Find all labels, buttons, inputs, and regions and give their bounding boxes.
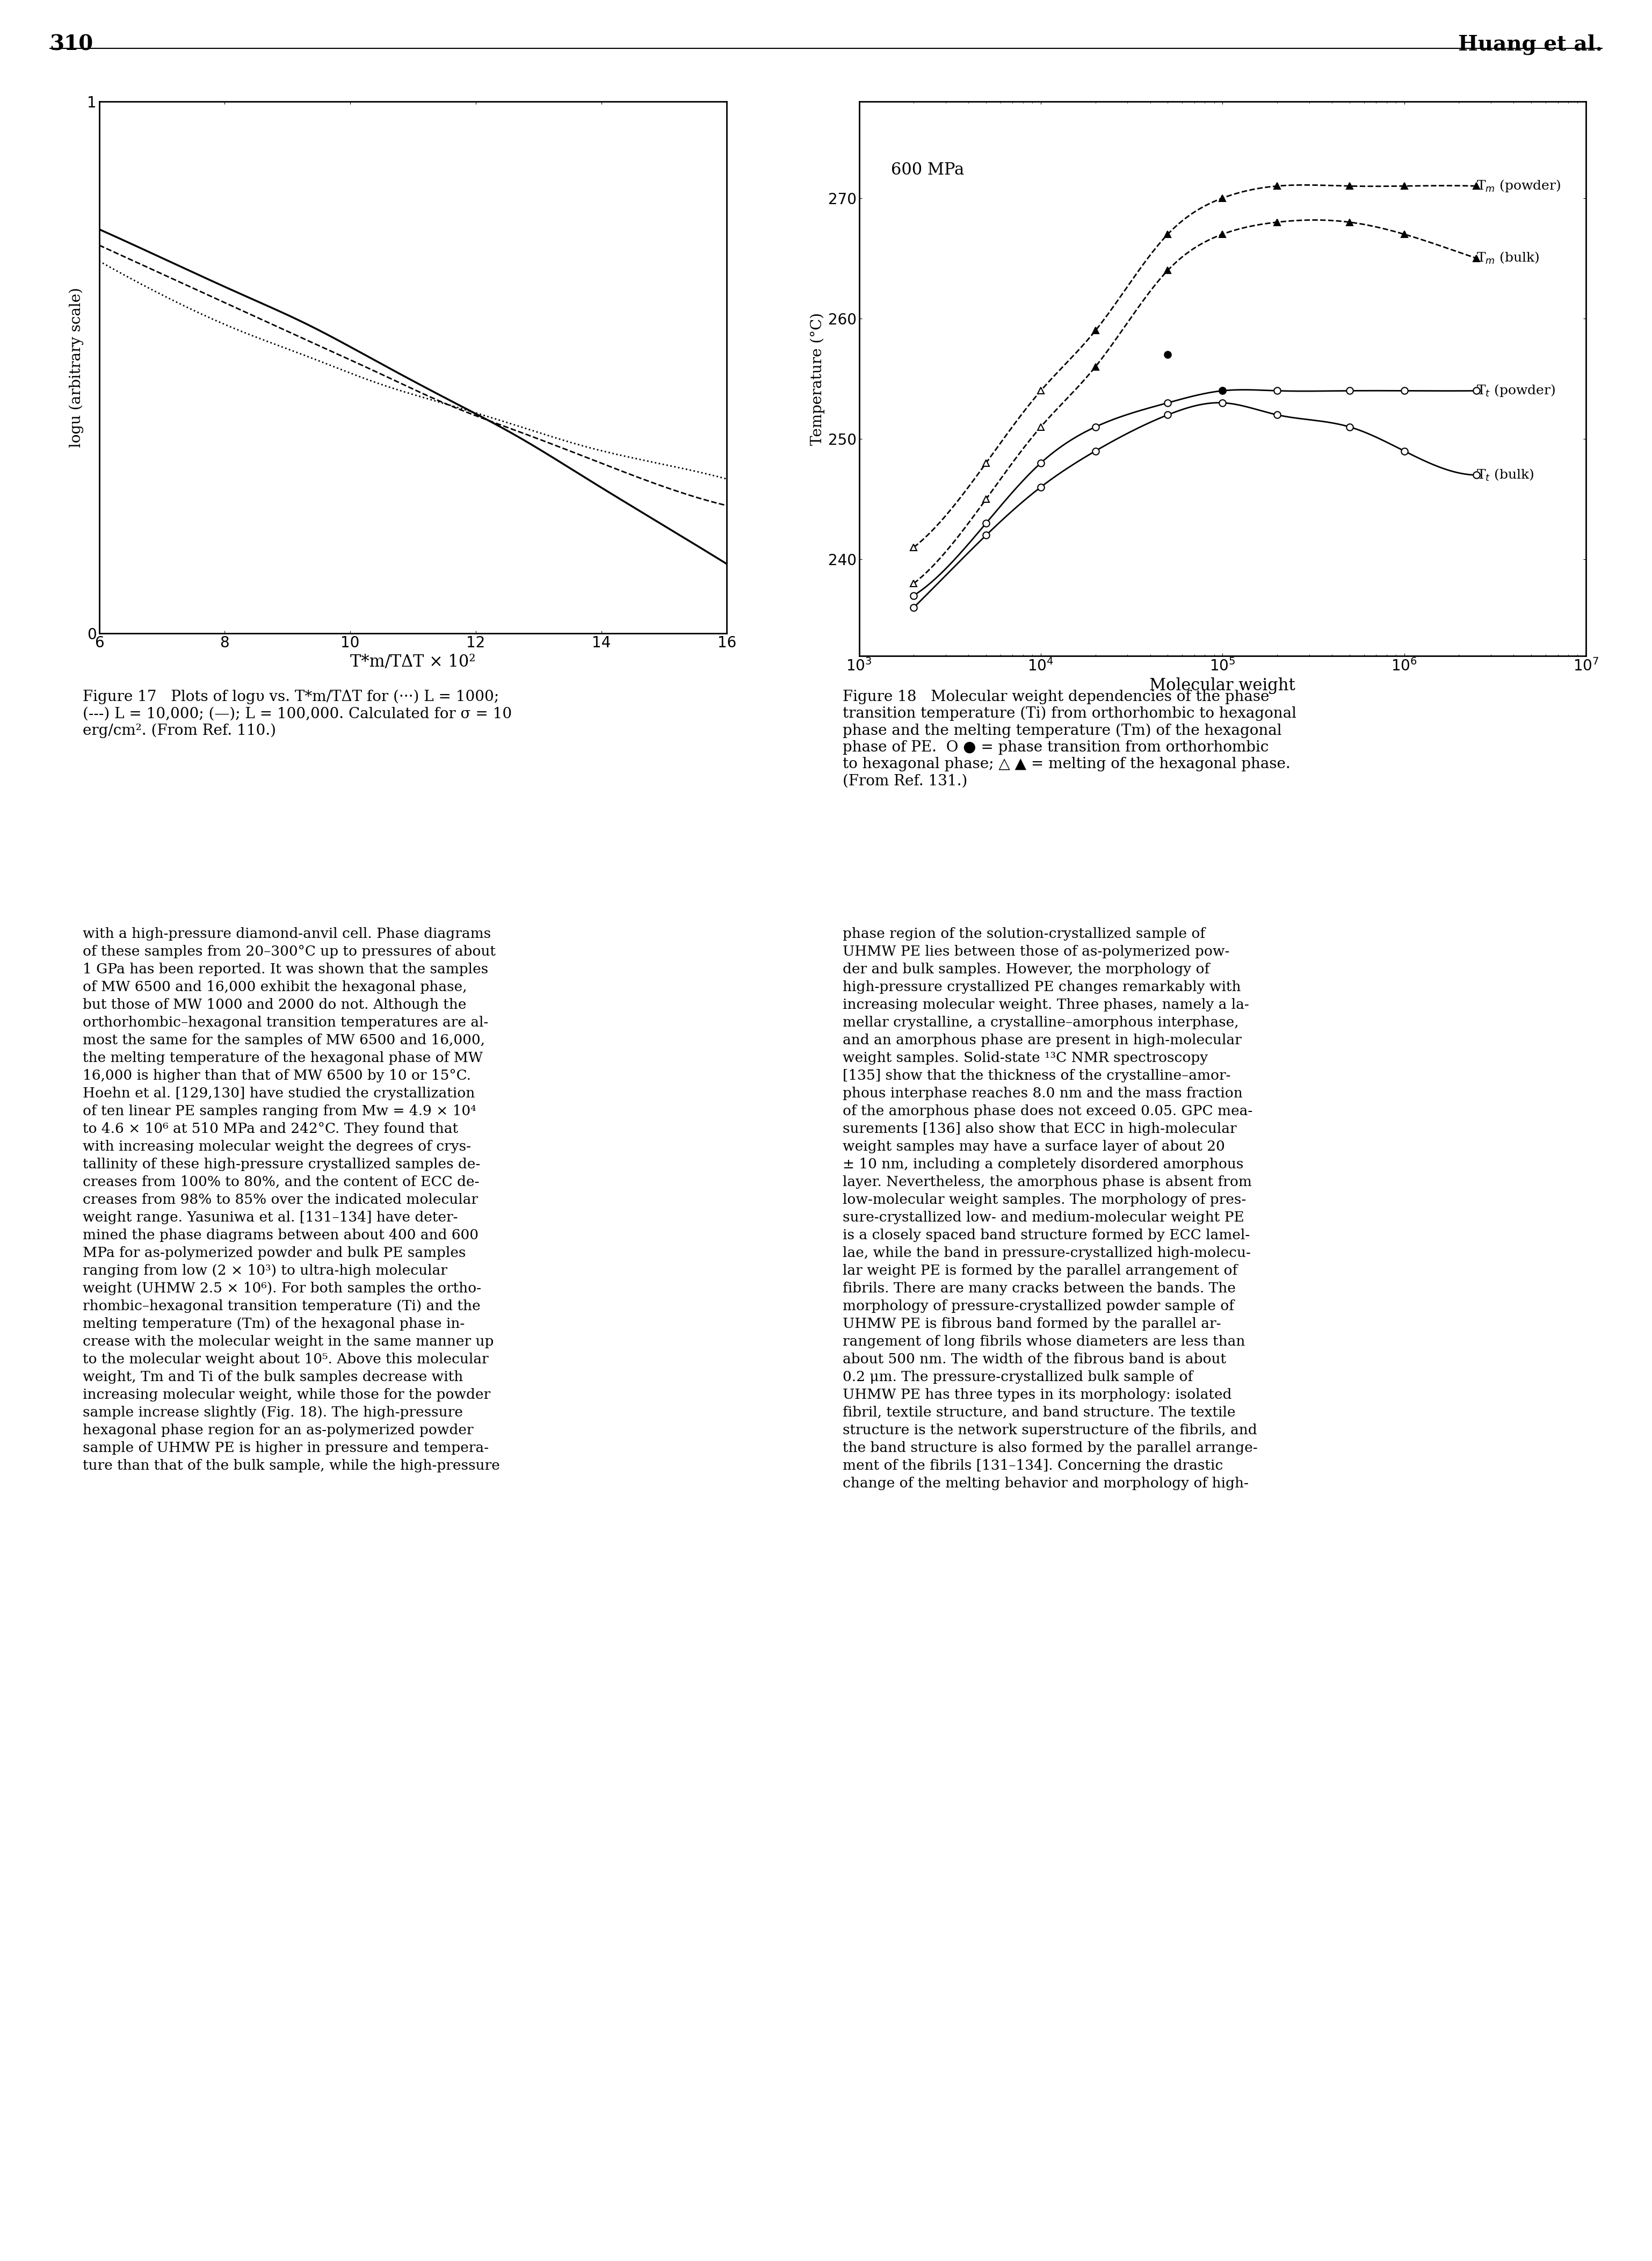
Text: 600 MPa: 600 MPa xyxy=(890,163,965,179)
Y-axis label: logu (arbitrary scale): logu (arbitrary scale) xyxy=(69,287,84,448)
Text: Figure 17   Plots of logυ vs. T*m/TΔT for (···) L = 1000;
(---) L = 10,000; (—);: Figure 17 Plots of logυ vs. T*m/TΔT for … xyxy=(83,690,512,737)
Text: T$_t$ (bulk): T$_t$ (bulk) xyxy=(1477,468,1535,482)
X-axis label: Molecular weight: Molecular weight xyxy=(1150,678,1295,694)
Y-axis label: Temperature (°C): Temperature (°C) xyxy=(809,312,824,445)
Text: T$_m$ (powder): T$_m$ (powder) xyxy=(1477,179,1561,194)
Text: phase region of the solution-crystallized sample of
UHMW PE lies between those o: phase region of the solution-crystallize… xyxy=(843,927,1257,1490)
X-axis label: T*m/TΔT × 10²: T*m/TΔT × 10² xyxy=(350,653,476,669)
Text: Huang et al.: Huang et al. xyxy=(1459,34,1602,54)
Text: T$_m$ (bulk): T$_m$ (bulk) xyxy=(1477,251,1540,265)
Text: T$_t$ (powder): T$_t$ (powder) xyxy=(1477,382,1556,398)
Text: Figure 18   Molecular weight dependencies of the phase
transition temperature (T: Figure 18 Molecular weight dependencies … xyxy=(843,690,1297,789)
Text: with a high-pressure diamond-anvil cell. Phase diagrams
of these samples from 20: with a high-pressure diamond-anvil cell.… xyxy=(83,927,501,1472)
Text: 310: 310 xyxy=(50,34,93,54)
